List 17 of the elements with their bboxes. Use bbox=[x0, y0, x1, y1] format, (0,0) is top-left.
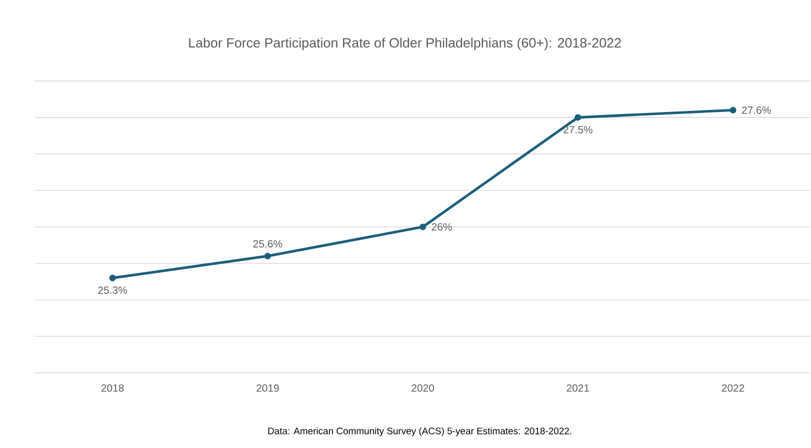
data-label: 25.6% bbox=[253, 240, 282, 248]
point bbox=[420, 224, 426, 230]
data-label: 27.6% bbox=[742, 106, 771, 114]
point bbox=[730, 107, 736, 114]
data-label: 27.5% bbox=[564, 126, 592, 134]
x-tick-label: 2022 bbox=[722, 384, 744, 392]
x-tick-label: 2018 bbox=[101, 384, 124, 392]
text: Data: American Community Survey (ACS) 5-year Estimates: 2018-2022. bbox=[268, 427, 572, 436]
chart-title: Labor Force Participation Rate of Older Philadelphians (60+): 2018-2022 bbox=[189, 38, 621, 50]
point bbox=[574, 114, 582, 121]
data-label: 25.3% bbox=[98, 286, 127, 294]
data-label: 26% bbox=[432, 223, 452, 231]
x-tick-label: 2021 bbox=[566, 384, 590, 392]
x-tick-label: 2019 bbox=[256, 384, 279, 392]
point bbox=[109, 274, 116, 282]
point bbox=[264, 252, 271, 260]
x-tick-label: 2020 bbox=[412, 384, 434, 392]
